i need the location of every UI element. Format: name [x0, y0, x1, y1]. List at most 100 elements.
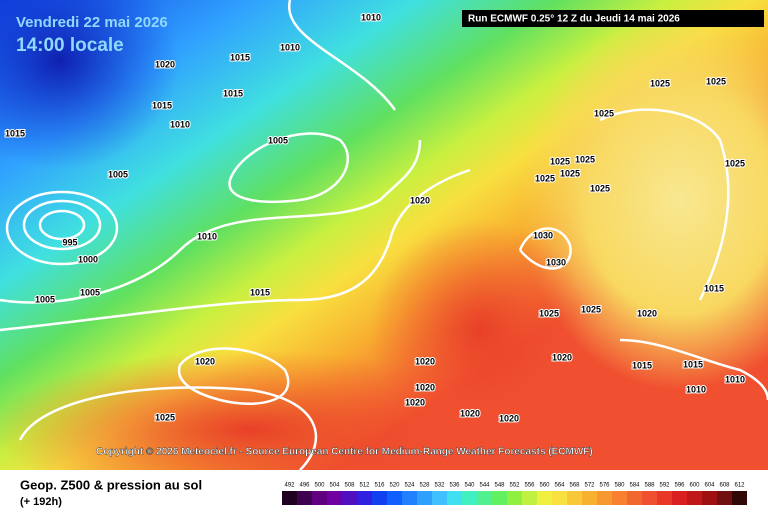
isobar-label: 1025: [535, 173, 555, 183]
scale-swatch: [702, 491, 717, 505]
scale-swatch: [567, 491, 582, 505]
footer-title: Geop. Z500 & pression au sol: [20, 477, 202, 492]
scale-label: 572: [584, 483, 595, 489]
scale-swatch: [612, 491, 627, 505]
scale-label: 592: [659, 483, 670, 489]
scale-label: 540: [464, 483, 475, 489]
isobar-label: 1015: [632, 360, 652, 370]
isobar-label: 1020: [415, 356, 435, 366]
footer-lead: (+ 192h): [20, 496, 62, 508]
run-box: [462, 10, 764, 27]
scale-swatch: [447, 491, 462, 505]
scale-label: 560: [539, 483, 550, 489]
scale-label: 516: [374, 483, 385, 489]
scale-swatch: [537, 491, 552, 505]
scale-label: 504: [329, 483, 340, 489]
scale-swatch: [432, 491, 447, 505]
isobar-label: 1025: [560, 168, 580, 178]
scale-label: 500: [314, 483, 325, 489]
scale-swatch: [717, 491, 732, 505]
isobar-label: 1005: [268, 135, 288, 145]
scale-label: 556: [524, 483, 535, 489]
isobar-label: 1015: [683, 359, 703, 369]
scale-swatch: [597, 491, 612, 505]
scale-swatch: [657, 491, 672, 505]
warm: [0, 350, 510, 510]
isobar-label: 1015: [223, 88, 243, 98]
isobar-label: 1020: [637, 308, 657, 318]
isobar-label: 1020: [155, 59, 175, 69]
isobar-label: 1030: [546, 257, 566, 267]
forecast-time: 14:00 locale: [16, 35, 124, 56]
isobar-label: 995: [62, 237, 77, 247]
isobar-label: 1025: [594, 108, 614, 118]
isobar-label: 1025: [650, 78, 670, 88]
scale-swatch: [627, 491, 642, 505]
scale-swatch: [342, 491, 357, 505]
run-info: Run ECMWF 0.25° 12 Z du Jeudi 14 mai 202…: [468, 14, 680, 25]
isobar-label: 1010: [361, 12, 381, 22]
isobar-label: 1010: [170, 119, 190, 129]
isobar-label: 1025: [581, 304, 601, 314]
scale-swatch: [372, 491, 387, 505]
scale-swatch: [312, 491, 327, 505]
scale-label: 492: [284, 483, 295, 489]
isobar-label: 1025: [539, 308, 559, 318]
scale-label: 532: [434, 483, 445, 489]
isobar-label: 1020: [405, 397, 425, 407]
isobar-label: 1025: [550, 156, 570, 166]
scale-swatch: [507, 491, 522, 505]
isobar-label: 1020: [195, 356, 215, 366]
scale-label: 524: [404, 483, 415, 489]
scale-label: 580: [614, 483, 625, 489]
isobar-label: 1005: [108, 169, 128, 179]
scale-label: 548: [494, 483, 505, 489]
isobar-label: 1020: [410, 195, 430, 205]
isobar-label: 1015: [230, 52, 250, 62]
isobar-label: 1020: [460, 408, 480, 418]
isobar-label: 1010: [686, 384, 706, 394]
scale-label: 576: [599, 483, 610, 489]
scale-label: 552: [509, 483, 520, 489]
isobar-label: 1015: [704, 283, 724, 293]
scale-swatch: [522, 491, 537, 505]
isobar-label: 1005: [80, 287, 100, 297]
scale-label: 544: [479, 483, 490, 489]
scale-swatch: [492, 491, 507, 505]
scale-label: 528: [419, 483, 430, 489]
isobar-label: 1010: [725, 374, 745, 384]
isobar-label: 1015: [152, 100, 172, 110]
scale-label: 604: [704, 483, 715, 489]
scale-label: 512: [359, 483, 370, 489]
isobar-label: 1025: [706, 76, 726, 86]
isobar-label: 1015: [250, 287, 270, 297]
scale-swatch: [357, 491, 372, 505]
scale-label: 588: [644, 483, 655, 489]
scale-swatch: [402, 491, 417, 505]
scale-swatch: [552, 491, 567, 505]
forecast-date: Vendredi 22 mai 2026: [16, 14, 168, 31]
isobar-label: 1025: [725, 158, 745, 168]
warm: [370, 220, 590, 440]
scale-swatch: [387, 491, 402, 505]
scale-label: 536: [449, 483, 460, 489]
scale-label: 608: [719, 483, 730, 489]
isobar-label: 1010: [280, 42, 300, 52]
isobar-label: 1015: [5, 128, 25, 138]
copyright: Copyright © 2026 Meteociel.fr - Source E…: [96, 447, 593, 458]
scale-label: 520: [389, 483, 400, 489]
isobar-label: 1020: [552, 352, 572, 362]
isobar-label: 1010: [197, 231, 217, 241]
scale-label: 600: [689, 483, 700, 489]
isobar-label: 1005: [35, 294, 55, 304]
scale-swatch: [582, 491, 597, 505]
scale-label: 584: [629, 483, 640, 489]
scale-label: 508: [344, 483, 355, 489]
scale-swatch: [417, 491, 432, 505]
isobar-label: 1025: [575, 154, 595, 164]
isobar-label: 1030: [533, 230, 553, 240]
scale-label: 564: [554, 483, 565, 489]
scale-swatch: [732, 491, 747, 505]
isobar-label: 1025: [590, 183, 610, 193]
